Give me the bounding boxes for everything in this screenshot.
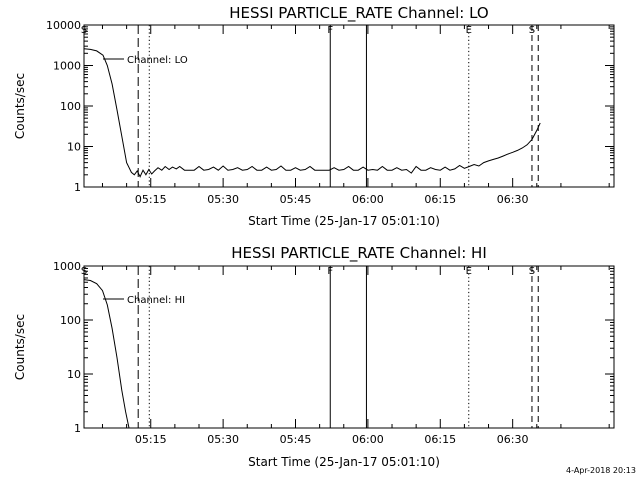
chart-title: HESSI PARTICLE_RATE Channel: LO xyxy=(229,4,488,23)
x-tick-label: 06:00 xyxy=(352,193,384,206)
plot-frame xyxy=(83,265,615,429)
legend-label: Channel: HI xyxy=(127,295,185,306)
marker-label: E xyxy=(466,25,472,36)
y-tick-label: 10000 xyxy=(46,19,81,32)
legend-label: Channel: LO xyxy=(127,55,188,66)
marker-label: S xyxy=(81,25,87,36)
x-axis-label: Start Time (25-Jan-17 05:01:10) xyxy=(248,455,440,469)
x-tick-label: 06:00 xyxy=(352,433,384,446)
series-line xyxy=(84,279,130,428)
x-tick-label: 05:30 xyxy=(207,433,239,446)
x-axis-label: Start Time (25-Jan-17 05:01:10) xyxy=(248,214,440,228)
y-tick-label: 1000 xyxy=(53,60,81,73)
y-tick-label: 10 xyxy=(67,141,81,154)
y-tick-label: 1 xyxy=(74,422,81,435)
x-tick-label: 05:30 xyxy=(207,193,239,206)
marker-label: S xyxy=(529,266,535,277)
y-tick-label: 1 xyxy=(74,181,81,194)
x-tick-label: 06:30 xyxy=(497,193,529,206)
x-tick-label: 06:15 xyxy=(424,433,456,446)
x-tick-label: 06:30 xyxy=(497,433,529,446)
x-tick-label: 05:45 xyxy=(280,193,312,206)
x-tick-label: 05:45 xyxy=(280,433,312,446)
x-tick-label: 05:15 xyxy=(135,433,167,446)
y-tick-label: 100 xyxy=(60,314,81,327)
marker-label: E xyxy=(466,266,472,277)
y-tick-label: 1000 xyxy=(53,260,81,273)
generated-timestamp: 4-Apr-2018 20:13 xyxy=(566,466,636,475)
marker-label: S xyxy=(529,25,535,36)
marker-label: S xyxy=(81,266,87,277)
x-tick-label: 06:15 xyxy=(424,193,456,206)
y-tick-label: 100 xyxy=(60,100,81,113)
marker-label: F xyxy=(327,25,333,36)
series-line xyxy=(84,48,541,178)
plot-frame xyxy=(83,24,615,188)
y-axis-label: Counts/sec xyxy=(13,314,27,380)
x-tick-label: 05:15 xyxy=(135,193,167,206)
y-axis-label: Counts/sec xyxy=(13,73,27,139)
y-tick-label: 10 xyxy=(67,368,81,381)
chart-title: HESSI PARTICLE_RATE Channel: HI xyxy=(231,244,487,263)
marker-label: F xyxy=(327,266,333,277)
